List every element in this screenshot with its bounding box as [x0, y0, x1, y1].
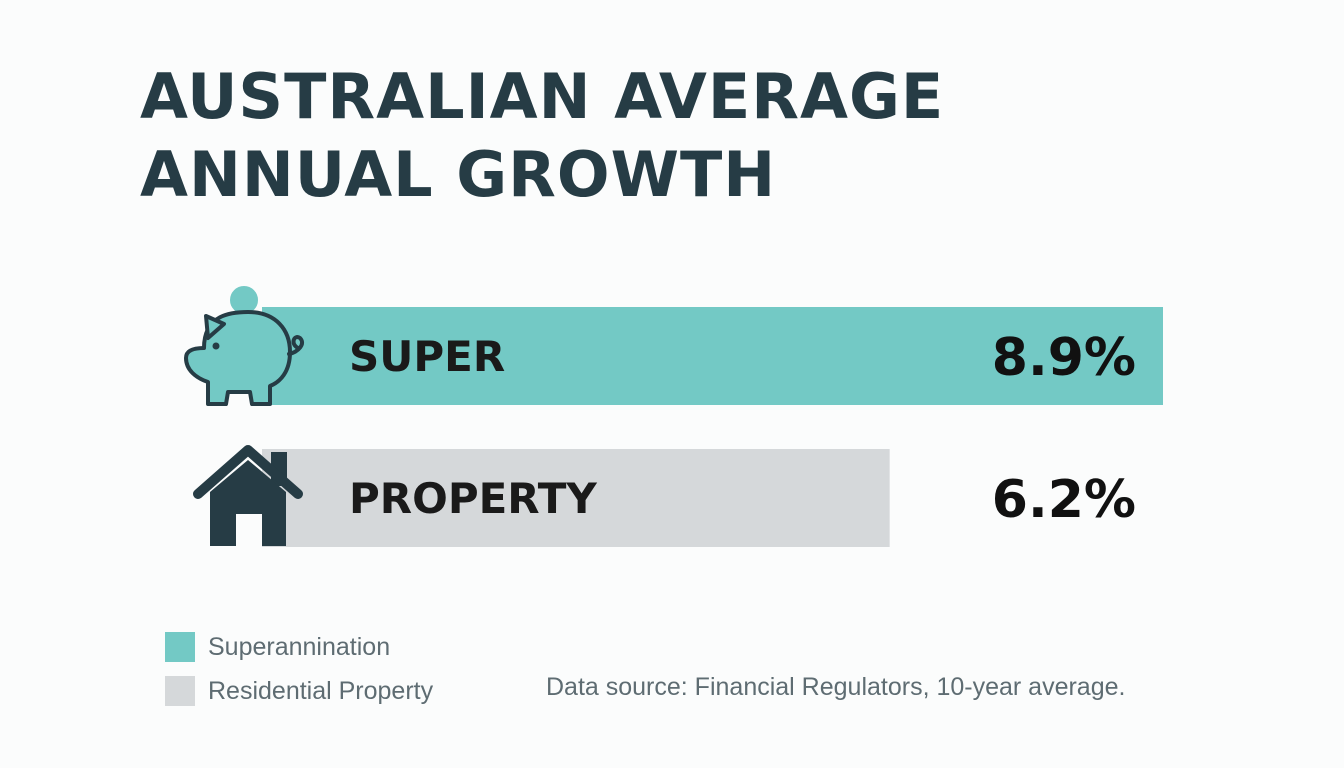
chart-title: AUSTRALIAN AVERAGE ANNUAL GROWTH: [140, 60, 945, 211]
legend-swatch-property: [165, 676, 195, 706]
bar-property: [262, 449, 890, 547]
legend-label-super: Superannination: [208, 632, 391, 661]
legend-swatch-super: [165, 632, 195, 662]
legend-label-property: Residential Property: [208, 676, 434, 705]
bar-value-super: 8.9%: [992, 328, 1136, 388]
bar-super: [262, 307, 1163, 405]
piggy-bank-icon: [184, 282, 305, 406]
house-icon: [193, 445, 303, 546]
legend-item-super: Superannination: [165, 630, 433, 664]
bar-label-property: PROPERTY: [349, 474, 597, 523]
legend-item-property: Residential Property: [165, 674, 433, 708]
bar-value-property: 6.2%: [992, 470, 1136, 530]
data-source-note: Data source: Financial Regulators, 10-ye…: [546, 673, 1126, 701]
bar-label-super: SUPER: [349, 332, 505, 381]
legend: Superannination Residential Property: [165, 630, 433, 718]
